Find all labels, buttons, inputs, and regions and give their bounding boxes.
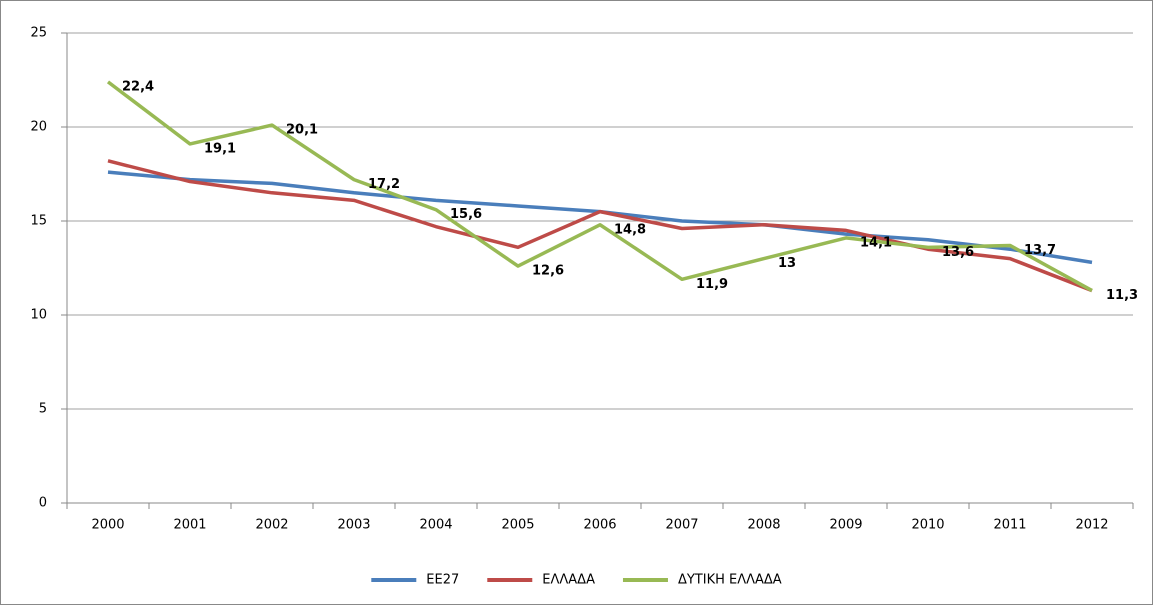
- data-label: 19,1: [204, 141, 236, 156]
- data-label: 14,8: [614, 222, 646, 237]
- x-tick-label: 2012: [1075, 518, 1108, 533]
- data-label: 13: [778, 256, 796, 271]
- data-label: 22,4: [122, 79, 154, 94]
- y-tick-label: 20: [30, 120, 47, 135]
- y-tick-label: 15: [30, 214, 47, 229]
- x-tick-label: 2010: [911, 518, 944, 533]
- y-tick-label: 10: [30, 308, 47, 323]
- x-tick-label: 2003: [337, 518, 370, 533]
- x-tick-label: 2004: [419, 518, 452, 533]
- legend-label: ΕΛΛΑΔΑ: [542, 573, 595, 588]
- data-label: 17,2: [368, 177, 400, 192]
- data-label: 12,6: [532, 264, 564, 279]
- x-tick-label: 2011: [993, 518, 1026, 533]
- data-label: 15,6: [450, 207, 482, 222]
- x-tick-label: 2000: [91, 518, 124, 533]
- data-label: 20,1: [286, 123, 318, 138]
- legend-label: ΔΥΤΙΚΗ ΕΛΛΑΔΑ: [678, 573, 782, 588]
- data-label: 11,9: [696, 277, 728, 292]
- x-tick-label: 2008: [747, 518, 780, 533]
- legend-label: ΕΕ27: [426, 573, 459, 588]
- x-tick-label: 2001: [173, 518, 206, 533]
- series-line: [107, 159, 1093, 293]
- x-tick-label: 2007: [665, 518, 698, 533]
- y-tick-label: 0: [39, 496, 47, 511]
- series-line: [106, 80, 1093, 293]
- y-tick-label: 5: [39, 402, 47, 417]
- x-tick-label: 2009: [829, 518, 862, 533]
- data-label: 13,7: [1024, 243, 1056, 258]
- data-label: 14,1: [860, 235, 892, 250]
- data-label: 11,3: [1106, 288, 1138, 303]
- data-label: 13,6: [942, 245, 974, 260]
- x-tick-label: 2006: [583, 518, 616, 533]
- x-tick-label: 2002: [255, 518, 288, 533]
- y-tick-label: 25: [30, 26, 47, 41]
- x-tick-label: 2005: [501, 518, 534, 533]
